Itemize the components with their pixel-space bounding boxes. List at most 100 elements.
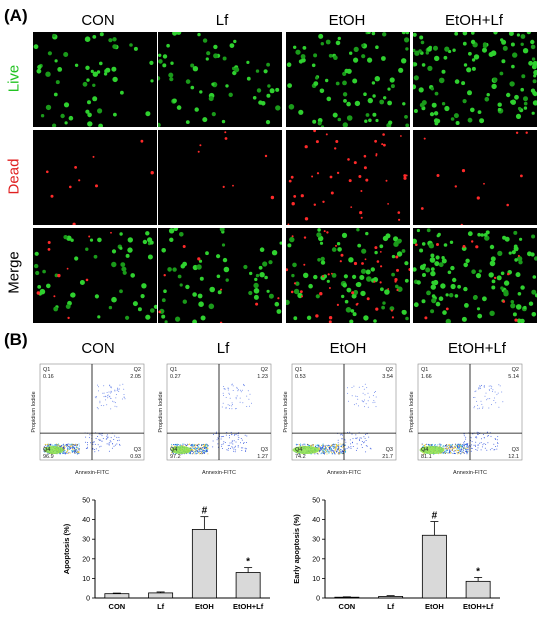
flow-event-dot <box>313 444 315 446</box>
quadrant-q2-value: 1.23 <box>257 374 268 380</box>
flow-event-dot <box>358 386 360 388</box>
flow-event-dot <box>171 444 173 446</box>
flow-event-dot <box>366 387 368 389</box>
flow-event-dot <box>298 444 300 445</box>
early-apoptosis-bar <box>378 596 404 599</box>
flow-event-dot <box>453 450 455 452</box>
flow-event-dot <box>110 397 112 399</box>
flow-event-dot <box>73 444 75 446</box>
flow-event-dot <box>331 450 333 452</box>
flow-event-dot <box>71 443 73 445</box>
flow-event-dot <box>97 408 99 410</box>
flow-event-dot <box>110 408 112 410</box>
flow-event-dot <box>482 434 484 435</box>
flow-event-dot <box>222 443 224 445</box>
flow-event-dot <box>460 448 462 449</box>
flow-event-dot <box>480 387 482 389</box>
flow-event-dot <box>463 452 465 454</box>
flow-event-dot <box>99 400 101 402</box>
flow-event-dot <box>355 434 357 436</box>
flow-event-dot <box>353 404 355 406</box>
quadrant-q1-label: Q1 <box>170 367 177 373</box>
flow-event-dot <box>466 448 468 450</box>
flow-event-dot <box>445 450 447 452</box>
flow-event-dot <box>99 439 101 441</box>
flow-event-dot <box>339 452 341 454</box>
flow-event-dot <box>201 452 203 454</box>
micrograph-live-con <box>33 32 157 127</box>
flow-event-dot <box>319 448 321 450</box>
flow-event-dot <box>480 449 482 451</box>
flow-event-dot <box>471 444 473 446</box>
flow-event-dot <box>55 444 57 446</box>
flow-event-dot <box>421 444 423 446</box>
flow-event-dot <box>191 444 193 445</box>
quadrant-q4-value: 81.1 <box>421 454 432 460</box>
flow-event-dot <box>360 437 362 439</box>
flow-event-dot <box>199 449 201 451</box>
quadrant-q3-label: Q3 <box>261 447 268 453</box>
flow-event-dot <box>72 446 74 448</box>
flow-event-dot <box>243 443 245 444</box>
flow-event-dot <box>364 383 366 385</box>
flow-event-dot <box>452 447 454 449</box>
flow-event-dot <box>71 450 73 452</box>
flow-event-dot <box>318 447 320 449</box>
quadrant-q4-label: Q4 <box>43 447 50 453</box>
flow-event-dot <box>77 452 79 454</box>
micrograph-merge-etoh <box>286 228 410 323</box>
flow-event-dot <box>330 446 332 448</box>
flow-event-dot <box>481 438 482 440</box>
flow-event-dot <box>487 442 489 444</box>
early-apoptosis-y-tick-label: 30 <box>312 537 320 544</box>
flow-event-dot <box>317 446 319 448</box>
flow-event-dot <box>77 450 78 452</box>
flow-event-dot <box>69 452 71 454</box>
flow-event-dot <box>479 442 481 444</box>
flow-event-dot <box>334 452 336 454</box>
flow-event-dot <box>106 438 108 440</box>
flow-event-dot <box>364 399 365 401</box>
flow-event-dot <box>485 443 487 445</box>
flow-event-dot <box>235 408 237 410</box>
flow-event-dot <box>332 452 334 454</box>
flow-event-dot <box>338 446 340 448</box>
flow-event-dot <box>235 398 237 400</box>
flow-event-dot <box>100 405 102 406</box>
flow-event-dot <box>457 444 459 446</box>
flow-event-dot <box>107 436 109 438</box>
flow-event-dot <box>439 445 441 446</box>
flow-event-dot <box>206 449 208 451</box>
flow-event-dot <box>109 385 111 387</box>
early-apoptosis-bar <box>421 534 447 599</box>
flow-event-dot <box>448 452 450 453</box>
flow-event-dot <box>220 438 222 440</box>
flow-event-dot <box>366 445 368 447</box>
flow-event-dot <box>213 434 214 435</box>
flow-event-dot <box>493 443 495 445</box>
flow-event-dot <box>476 437 478 439</box>
flow-event-dot <box>339 434 341 436</box>
flow-event-dot <box>470 437 472 439</box>
flow-event-dot <box>77 447 79 449</box>
flow-event-dot <box>233 448 235 450</box>
flow-event-dot <box>302 444 304 446</box>
flow-event-dot <box>347 387 348 389</box>
micrograph-dead-etoh-lf <box>413 130 537 225</box>
flow-event-dot <box>223 386 225 387</box>
flow-event-dot <box>428 443 430 445</box>
flow-event-dot <box>224 388 226 390</box>
flow-event-dot <box>361 441 363 442</box>
flow-event-dot <box>465 449 467 451</box>
flow-event-dot <box>243 442 245 443</box>
flow-event-dot <box>193 448 195 450</box>
flow-event-dot <box>68 453 70 455</box>
flow-event-dot <box>196 444 198 446</box>
flow-event-dot <box>198 449 200 451</box>
flow-event-dot <box>495 438 496 440</box>
flow-event-dot <box>444 451 446 453</box>
flow-event-dot <box>64 453 66 455</box>
flow-event-dot <box>331 452 333 454</box>
flow-event-dot <box>364 441 366 443</box>
flow-event-dot <box>69 448 71 450</box>
